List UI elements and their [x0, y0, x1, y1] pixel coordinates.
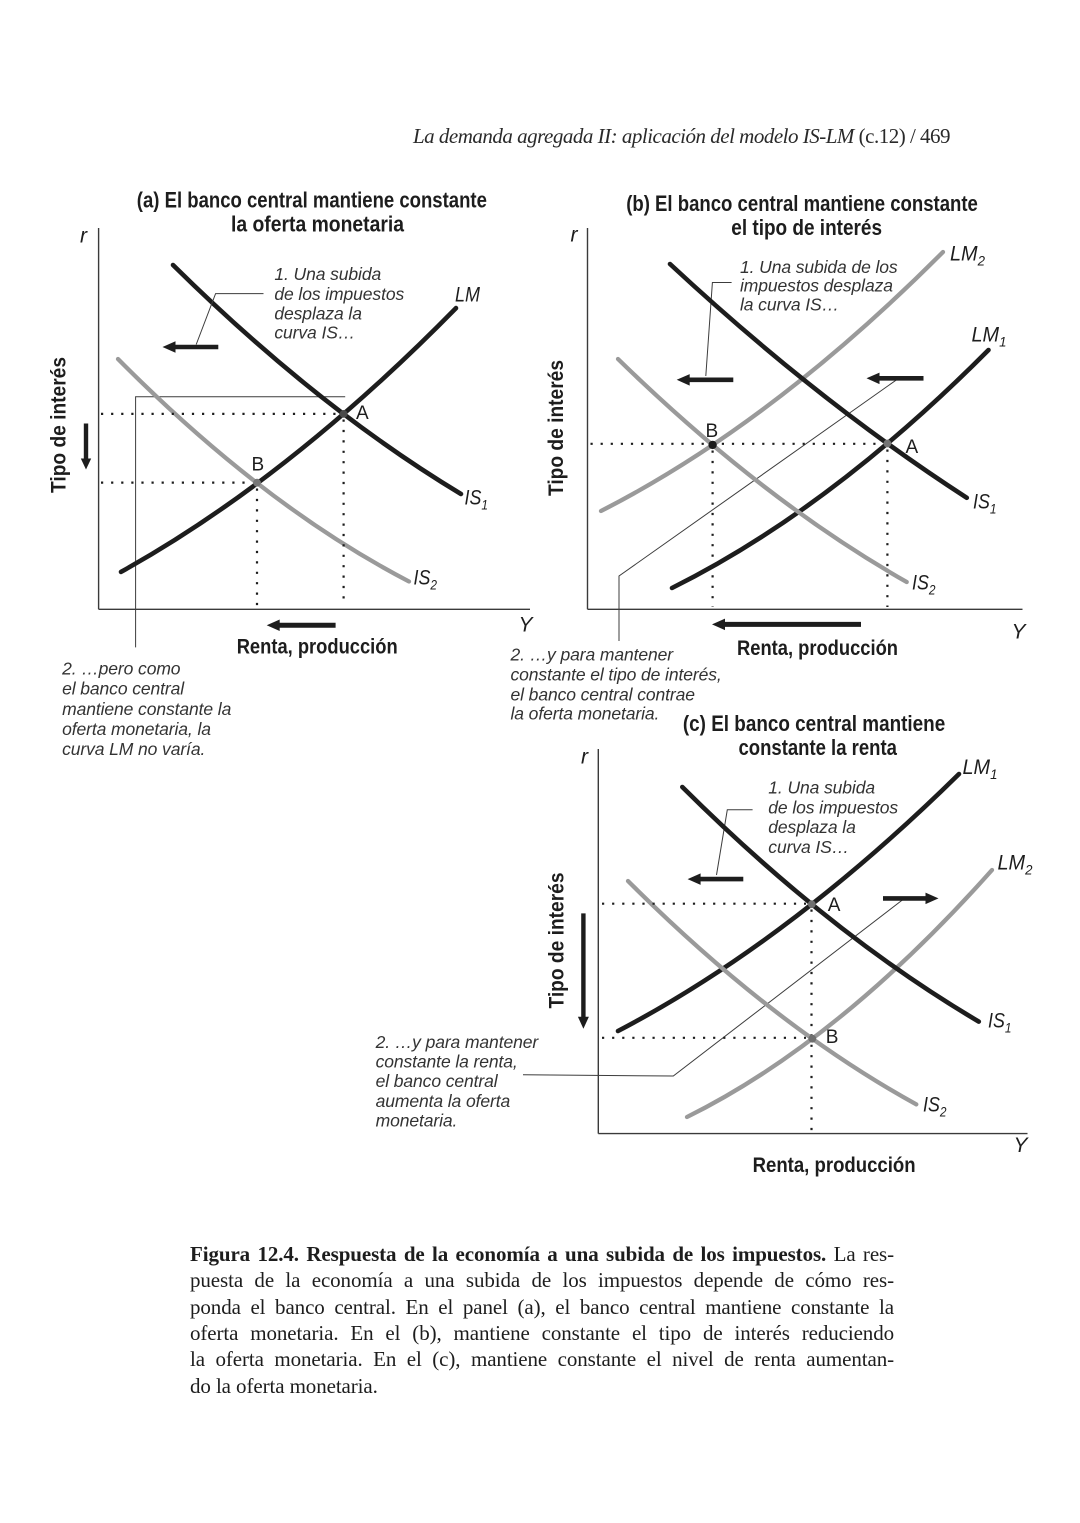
- svg-text:IS2: IS2: [912, 572, 936, 598]
- svg-text:Tipo de interés: Tipo de interés: [545, 360, 568, 496]
- svg-text:B: B: [252, 455, 265, 476]
- svg-text:Renta, producción: Renta, producción: [237, 636, 398, 659]
- svg-text:la oferta monetaria: la oferta monetaria: [231, 212, 405, 237]
- svg-text:Tipo de interés: Tipo de interés: [545, 873, 568, 1009]
- svg-text:(b) El banco central mantiene: (b) El banco central mantiene constante: [626, 191, 978, 216]
- svg-text:IS1: IS1: [465, 487, 489, 513]
- svg-text:r: r: [581, 746, 589, 769]
- svg-text:Y: Y: [1012, 621, 1028, 644]
- svg-text:r: r: [571, 224, 579, 247]
- svg-text:LM2: LM2: [950, 243, 985, 269]
- svg-text:constante la renta: constante la renta: [739, 735, 898, 760]
- svg-text:Renta, producción: Renta, producción: [737, 637, 898, 660]
- svg-text:Renta, producción: Renta, producción: [753, 1154, 916, 1177]
- svg-text:Y: Y: [1014, 1134, 1030, 1157]
- svg-text:IS2: IS2: [923, 1094, 947, 1120]
- svg-text:IS1: IS1: [973, 491, 997, 517]
- svg-text:LM1: LM1: [972, 324, 1007, 350]
- svg-text:A: A: [356, 403, 369, 424]
- svg-text:IS1: IS1: [988, 1010, 1012, 1036]
- svg-text:r: r: [80, 225, 88, 248]
- svg-text:LM1: LM1: [963, 756, 998, 782]
- svg-text:A: A: [906, 437, 919, 458]
- svg-text:(a) El banco central mantiene: (a) El banco central mantiene constante: [137, 188, 487, 213]
- svg-text:IS2: IS2: [414, 567, 438, 593]
- svg-text:(c) El banco central mantiene: (c) El banco central mantiene: [683, 711, 945, 736]
- svg-text:LM2: LM2: [998, 852, 1033, 878]
- svg-text:Y: Y: [519, 614, 535, 637]
- svg-text:LM: LM: [455, 284, 480, 307]
- svg-text:B: B: [706, 421, 719, 442]
- svg-text:el tipo de interés: el tipo de interés: [731, 215, 882, 240]
- svg-text:Tipo de interés: Tipo de interés: [48, 357, 71, 493]
- svg-text:A: A: [828, 895, 841, 916]
- svg-text:B: B: [826, 1027, 839, 1048]
